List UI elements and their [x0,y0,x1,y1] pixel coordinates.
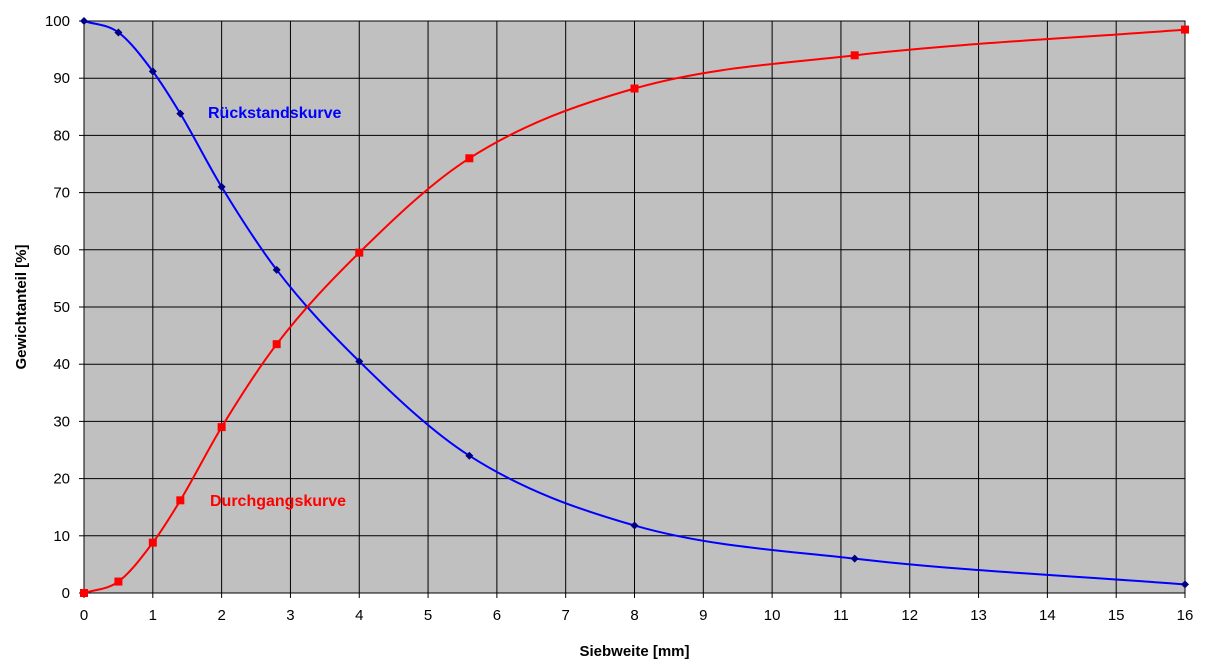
data-point [114,577,123,586]
data-point [465,451,474,460]
data-point [1181,580,1189,589]
data-point [355,248,364,257]
y-tick-label: 80 [53,127,70,144]
series-1 [80,25,1189,597]
x-axis-ticks: 0 1 2 3 4 5 6 7 8 9 10 11 12 13 14 15 16 [80,593,1194,624]
y-tick-label: 70 [53,185,70,202]
y-tick-label: 40 [53,356,70,373]
x-tick-label: 12 [901,607,918,624]
x-tick-label: 14 [1039,607,1056,624]
x-tick-label: 16 [1177,607,1194,624]
x-tick-label: 2 [217,607,225,624]
x-tick-label: 4 [355,607,363,624]
grid-lines [84,21,1185,593]
data-point [1181,25,1189,34]
x-tick-label: 1 [149,607,157,624]
x-tick-label: 10 [764,607,781,624]
data-point [114,28,123,37]
y-axis-title: Gewichtanteil [%] [13,244,30,369]
data-point [272,340,281,349]
data-point [176,109,185,118]
data-point [148,67,157,76]
data-point [176,496,185,505]
x-tick-label: 15 [1108,607,1125,624]
data-point [148,538,157,547]
x-tick-label: 3 [286,607,294,624]
x-tick-label: 13 [970,607,987,624]
x-tick-label: 7 [562,607,570,624]
series-layer [80,17,1189,597]
data-point [630,84,639,93]
series-label-rueckstandskurve: Rückstandskurve [208,105,341,122]
series-0 [80,17,1189,589]
y-tick-label: 10 [53,528,70,545]
y-tick-label: 30 [53,413,70,430]
y-tick-label: 20 [53,471,70,488]
y-tick-label: 100 [45,13,70,30]
x-tick-label: 11 [833,607,849,624]
data-point [217,423,226,432]
x-tick-label: 5 [424,607,432,624]
data-point [80,589,88,597]
y-tick-label: 50 [53,299,70,316]
data-point [217,182,226,191]
y-tick-label: 0 [62,585,70,602]
data-point [465,154,474,163]
x-tick-label: 9 [699,607,707,624]
data-point [850,554,859,563]
y-tick-label: 90 [53,70,70,87]
x-axis-title: Siebweite [mm] [579,643,689,660]
data-point [272,265,281,274]
y-axis-ticks: 0 10 20 30 40 50 60 70 80 90 100 [45,13,84,602]
data-point [850,51,859,60]
x-tick-label: 6 [493,607,501,624]
series-label-durchgangskurve: Durchgangskurve [210,493,346,510]
y-tick-label: 60 [53,242,70,259]
x-tick-label: 0 [80,607,88,624]
data-point [630,521,639,530]
data-point [355,357,364,366]
x-tick-label: 8 [630,607,638,624]
data-point [80,17,88,25]
